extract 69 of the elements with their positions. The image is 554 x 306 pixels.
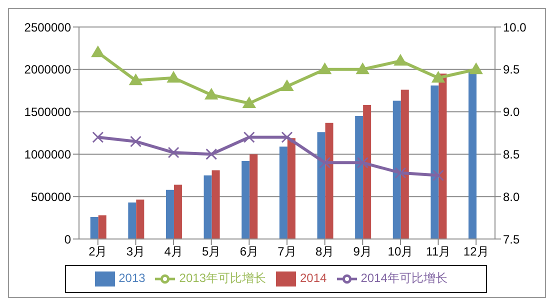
bar <box>363 105 372 239</box>
bar <box>212 170 220 239</box>
point <box>356 156 368 168</box>
bar <box>287 138 296 239</box>
x-tick-label: 4月 <box>164 244 183 259</box>
point <box>470 62 483 74</box>
x-tick-label: 9月 <box>353 244 372 259</box>
point <box>204 88 218 100</box>
x-tick-label: 7月 <box>278 244 296 259</box>
x-tick-label: 3月 <box>126 244 146 259</box>
point <box>319 156 331 168</box>
bar <box>242 160 250 239</box>
bar <box>279 146 288 239</box>
y-tick-label: 2500000 <box>24 20 72 34</box>
point <box>356 62 370 74</box>
point <box>318 62 332 74</box>
y2-tick-label: 9.0 <box>503 105 520 120</box>
point <box>394 54 407 66</box>
y-tick-label: 1500000 <box>24 105 72 120</box>
bar <box>250 154 258 239</box>
point <box>242 96 256 108</box>
bar <box>400 90 409 239</box>
point <box>92 131 104 143</box>
bar <box>438 74 447 239</box>
legend-label: 2014 <box>300 271 327 286</box>
bar <box>325 122 334 239</box>
bar <box>317 132 326 239</box>
point <box>281 131 293 143</box>
bar <box>90 216 98 239</box>
point <box>243 131 255 143</box>
y-tick-label: 2000000 <box>24 62 72 77</box>
y-tick-label: 500000 <box>30 190 72 204</box>
x-tick-label: 6月 <box>240 244 259 259</box>
point <box>91 46 104 58</box>
y2-tick-label: 10.0 <box>503 20 527 34</box>
point <box>167 71 180 83</box>
point <box>168 146 180 158</box>
bar <box>204 175 212 239</box>
bar <box>174 184 182 239</box>
y2-tick-label: 8.5 <box>503 147 520 162</box>
bar <box>392 100 401 239</box>
bar <box>355 116 364 239</box>
bar <box>136 200 144 239</box>
y-tick-label: 0 <box>64 232 72 246</box>
x-tick-label: 8月 <box>315 244 334 259</box>
point <box>130 136 142 148</box>
y2-tick-label: 8.0 <box>503 190 520 204</box>
x-tick-label: 11月 <box>426 244 451 259</box>
bar <box>98 215 106 239</box>
bar <box>166 190 174 239</box>
bar <box>468 71 477 239</box>
x-tick-label: 10月 <box>388 244 414 259</box>
y-tick-label: 1000000 <box>24 147 72 162</box>
point <box>129 74 142 86</box>
legend-label: 2013年可比增长 <box>179 271 266 286</box>
x-tick-label: 2月 <box>88 244 108 259</box>
x-tick-label: 12月 <box>463 244 489 259</box>
point <box>432 170 444 182</box>
point <box>432 71 445 83</box>
point <box>394 167 406 179</box>
point <box>206 148 218 160</box>
legend-label: 2013 <box>118 271 146 286</box>
bar <box>430 86 439 239</box>
y2-tick-label: 9.5 <box>503 62 520 77</box>
x-tick-label: 5月 <box>202 244 221 259</box>
y2-tick-label: 7.5 <box>503 232 520 246</box>
legend-label: 2014年可比增长 <box>360 271 448 286</box>
bar <box>128 202 136 239</box>
point <box>280 80 294 92</box>
